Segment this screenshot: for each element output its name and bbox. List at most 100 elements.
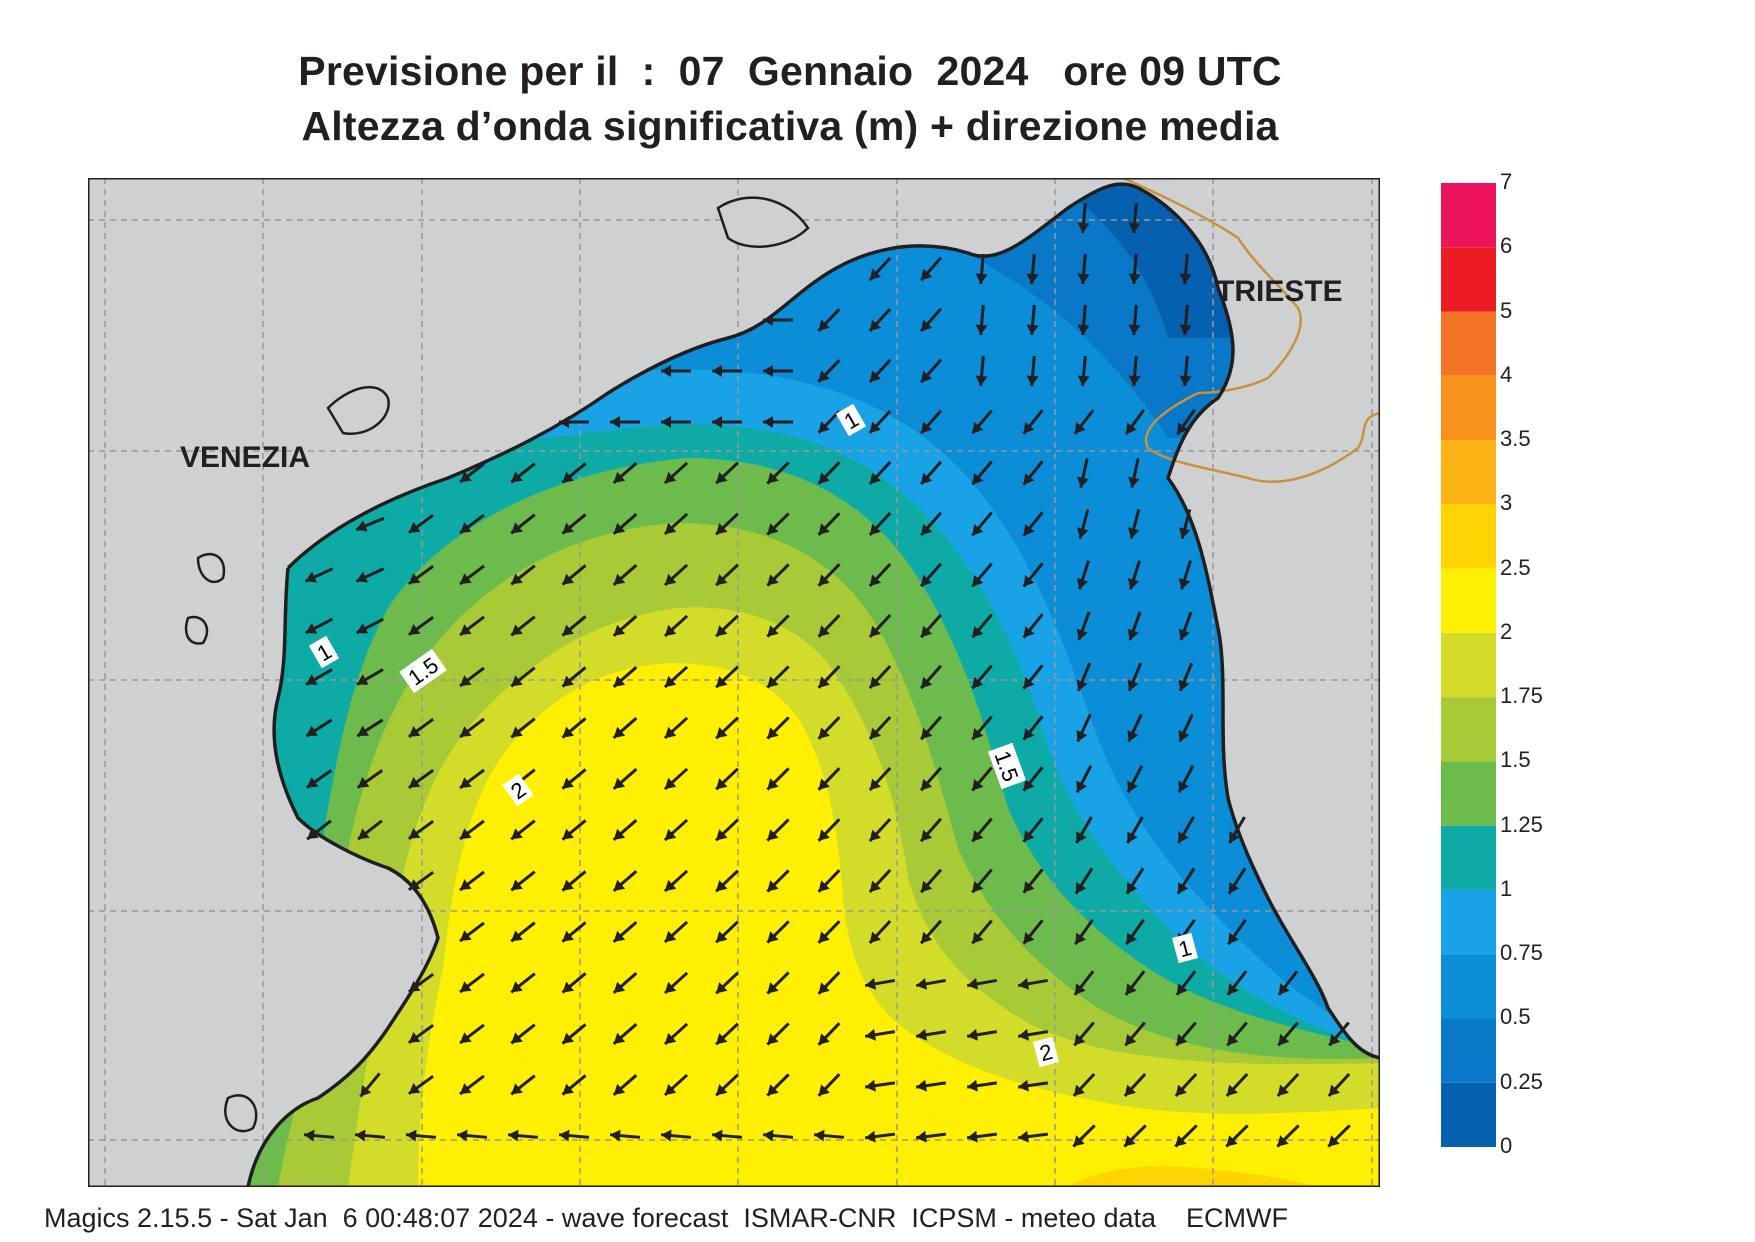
direction-arrow <box>817 512 841 536</box>
direction-arrow <box>1127 611 1142 641</box>
direction-arrow <box>510 462 536 484</box>
direction-arrow <box>975 355 988 387</box>
direction-arrow <box>1128 253 1141 285</box>
direction-arrow <box>612 972 638 994</box>
direction-arrow <box>817 665 841 689</box>
direction-arrow <box>766 818 790 842</box>
direction-arrow <box>971 817 993 843</box>
direction-arrow <box>1022 664 1044 690</box>
direction-arrow <box>1076 713 1092 743</box>
direction-arrow <box>766 665 790 689</box>
map-border <box>88 178 1380 1187</box>
direction-arrow <box>868 562 892 588</box>
direction-arrow <box>303 1129 335 1142</box>
direction-arrow <box>817 818 841 842</box>
direction-arrow <box>1076 611 1091 641</box>
direction-arrow <box>766 614 790 638</box>
direction-arrow <box>868 766 892 792</box>
direction-arrow <box>459 666 485 688</box>
direction-arrow <box>817 767 841 791</box>
direction-arrow <box>1178 509 1192 539</box>
direction-arrow <box>561 615 587 637</box>
direction-arrow <box>561 717 587 739</box>
direction-arrow <box>661 416 691 428</box>
direction-arrow <box>919 766 943 792</box>
legend-swatch <box>1441 247 1496 312</box>
direction-arrow <box>919 664 943 690</box>
direction-arrow <box>456 1129 488 1142</box>
direction-arrow <box>915 1028 947 1041</box>
legend-level-label: 0.75 <box>1500 940 1543 966</box>
direction-arrow <box>663 971 689 995</box>
direction-arrow <box>715 971 739 995</box>
direction-arrow <box>304 617 334 635</box>
direction-arrow <box>1073 970 1095 996</box>
direction-arrow <box>663 614 689 638</box>
direction-arrow <box>715 869 739 893</box>
direction-arrow <box>1127 560 1141 590</box>
direction-arrow <box>766 1073 790 1097</box>
direction-arrow <box>715 1073 739 1097</box>
direction-arrow <box>663 920 689 944</box>
direction-arrow <box>660 1129 692 1142</box>
direction-arrow <box>1026 304 1039 336</box>
direction-arrow <box>1076 509 1090 539</box>
legend-level-label: 0.5 <box>1500 1004 1531 1030</box>
city-label-venezia: VENEZIA <box>180 441 310 474</box>
direction-arrow <box>868 868 892 894</box>
direction-arrow <box>813 1129 845 1142</box>
direction-arrow <box>510 870 536 892</box>
direction-arrow <box>1174 1124 1198 1148</box>
direction-arrow <box>971 460 993 486</box>
direction-arrow <box>868 307 892 333</box>
direction-arrow <box>407 616 435 636</box>
direction-arrow <box>609 1129 641 1142</box>
direction-arrow <box>510 666 536 688</box>
direction-arrow <box>763 365 793 377</box>
direction-arrow <box>1022 409 1044 435</box>
direction-arrow <box>766 920 790 944</box>
direction-arrow <box>407 565 435 585</box>
direction-arrow <box>762 1129 794 1142</box>
direction-arrow <box>1022 715 1044 741</box>
direction-arrow <box>868 256 892 282</box>
legend-level-label: 2.5 <box>1500 554 1531 580</box>
legend-level-label: 1.75 <box>1500 683 1543 709</box>
direction-arrow <box>1072 1072 1096 1098</box>
direction-arrow <box>766 767 790 791</box>
legend-swatch <box>1441 311 1496 376</box>
direction-arrow <box>1075 816 1093 844</box>
direction-arrow <box>357 819 383 841</box>
direction-arrow <box>510 972 536 994</box>
direction-arrow <box>919 919 943 945</box>
wave-height-map: VENEZIA TRIESTE 1 1 1 1.5 1.5 2 2 <box>88 178 1380 1187</box>
direction-arrow <box>1277 1021 1299 1047</box>
direction-arrow <box>612 1023 638 1045</box>
direction-arrow <box>459 717 485 739</box>
direction-arrow <box>612 768 638 790</box>
legend-swatch <box>1441 1082 1496 1147</box>
direction-arrow <box>510 615 536 637</box>
direction-arrow <box>510 717 536 739</box>
direction-arrow <box>966 1079 998 1092</box>
direction-arrow <box>561 972 587 994</box>
direction-arrow <box>868 358 892 384</box>
direction-arrow <box>1124 970 1146 996</box>
direction-arrow <box>459 564 485 586</box>
direction-arrow <box>612 870 638 892</box>
direction-arrow <box>1017 1028 1049 1041</box>
direction-arrow <box>407 820 435 840</box>
direction-arrow <box>1174 1072 1198 1098</box>
direction-arrow <box>1127 713 1143 743</box>
legend-swatch <box>1441 375 1496 441</box>
direction-arrow <box>1072 1124 1096 1148</box>
direction-arrow <box>561 1074 587 1096</box>
direction-arrow <box>817 563 841 587</box>
direction-arrow <box>559 416 589 428</box>
direction-arrow <box>766 869 790 893</box>
direction-arrow <box>459 615 485 637</box>
direction-arrow <box>663 869 689 893</box>
legend-swatch <box>1441 761 1496 826</box>
direction-arrow <box>966 977 998 990</box>
direction-arrow <box>1017 977 1049 990</box>
